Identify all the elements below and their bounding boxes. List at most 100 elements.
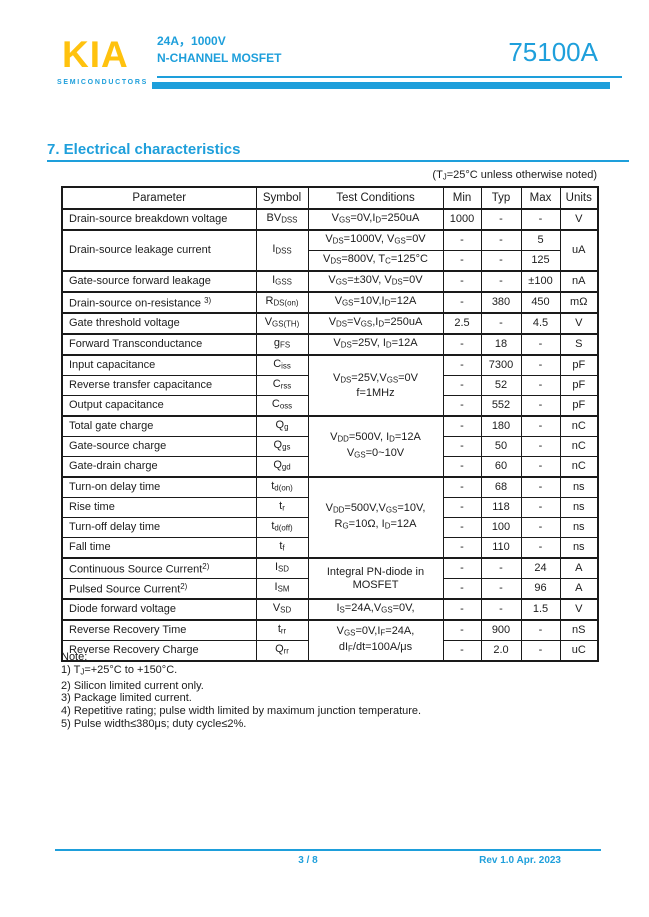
- table-cell: V: [559, 598, 599, 621]
- table-cell: Integral PN-diode in MOSFET: [307, 557, 444, 600]
- table-cell: nC: [559, 415, 599, 437]
- table-cell: -: [520, 354, 561, 376]
- table-cell: mΩ: [559, 291, 599, 314]
- table-cell: 96: [520, 578, 561, 600]
- table-cell: Fall time: [61, 537, 257, 559]
- table-cell: ISM: [255, 578, 309, 600]
- table-cell: 110: [480, 537, 522, 559]
- column-header: Symbol: [255, 186, 309, 210]
- column-header: Parameter: [61, 186, 257, 210]
- table-cell: Rise time: [61, 497, 257, 518]
- table-cell: A: [559, 557, 599, 579]
- table-cell: -: [442, 291, 482, 314]
- table-cell: -: [480, 557, 522, 579]
- revision-label: Rev 1.0 Apr. 2023: [479, 855, 561, 866]
- table-cell: -: [442, 270, 482, 293]
- table-cell: Ciss: [255, 354, 309, 376]
- table-cell: Reverse Recovery Time: [61, 619, 257, 641]
- notes: Note: 1) TJ=+25°C to +150°C. 2) Silicon l…: [61, 651, 421, 731]
- table-cell: Drain-source breakdown voltage: [61, 208, 257, 231]
- table-container: Parameter Symbol Test Conditions Min Typ Max U…: [61, 186, 599, 662]
- section-title-underline: [47, 160, 629, 162]
- table-cell: 52: [480, 375, 522, 396]
- table-cell: -: [480, 312, 522, 335]
- table-cell: -: [520, 208, 561, 231]
- table-cell: Qgd: [255, 456, 309, 478]
- table-cell: ±100: [520, 270, 561, 293]
- table-cell: -: [520, 415, 561, 437]
- table-cell: -: [520, 395, 561, 417]
- table-cell: Input capacitance: [61, 354, 257, 376]
- page-indicator: 3 / 8: [298, 855, 318, 866]
- table-cell: Pulsed Source Current2): [61, 578, 257, 600]
- table-cell: Gate threshold voltage: [61, 312, 257, 335]
- note-item: 1) TJ=+25°C to +150°C.: [61, 663, 178, 677]
- table-cell: Gate-source charge: [61, 436, 257, 457]
- table-row: Continuous Source Current2) ISD Integral P…: [61, 557, 599, 600]
- table-cell: VDD=500V,VGS=10V, RG=10Ω, ID=12A: [307, 476, 444, 559]
- table-cell: -: [520, 476, 561, 498]
- table-row: Drain-source on-resistance 3) RDS(on) VGS=…: [61, 291, 599, 314]
- table-cell: VDS=25V, ID=12A: [307, 333, 444, 356]
- table-cell: RDS(on): [255, 291, 309, 314]
- table-cell: VGS=10V,ID=12A: [307, 291, 444, 314]
- table-cell: -: [520, 640, 561, 662]
- table-cell: nS: [559, 619, 599, 641]
- table-cell: Gate-source forward leakage: [61, 270, 257, 293]
- table-row: Rise time tr -118- ns: [61, 497, 599, 518]
- table-cell: 118: [480, 497, 522, 518]
- table-row: Drain-source leakage current IDSS VDS=1000…: [61, 229, 599, 272]
- table-cell: VDD=500V, ID=12A VGS=0~10V: [307, 415, 444, 478]
- table-cell: -: [442, 598, 482, 621]
- table-cell: Output capacitance: [61, 395, 257, 417]
- table-cell: -: [442, 229, 482, 251]
- table-row: Gate threshold voltage VGS(TH) VDS=VGS,ID=…: [61, 312, 599, 335]
- table-cell: 18: [480, 333, 522, 356]
- table-row: Gate-source forward leakage IGSS VGS=±30V,…: [61, 270, 599, 293]
- table-cell: Reverse Recovery Charge: [61, 640, 257, 662]
- table-cell: Drain-source leakage current: [61, 229, 257, 272]
- table-cell: pF: [559, 395, 599, 417]
- table-cell: Coss: [255, 395, 309, 417]
- note-item: 3) Package limited current.: [61, 692, 192, 705]
- column-header: Min: [442, 186, 482, 210]
- table-cell: Reverse transfer capacitance: [61, 375, 257, 396]
- table-cell: ISD: [255, 557, 309, 579]
- table-cell: -: [442, 250, 482, 272]
- table-cell: 125: [520, 250, 561, 272]
- table-row: Fall time tf -110- ns: [61, 537, 599, 559]
- table-cell: 1.5: [520, 598, 561, 621]
- section-title: 7. Electrical characteristics: [47, 141, 241, 158]
- table-cell: IDSS: [255, 229, 309, 272]
- part-number: 75100A: [508, 37, 598, 67]
- note-item: 4) Repetitive rating; pulse width limite…: [61, 705, 422, 718]
- table-cell: Turn-on delay time: [61, 476, 257, 498]
- column-header: Max: [520, 186, 561, 210]
- table-cell: 552: [480, 395, 522, 417]
- table-row: Diode forward voltage VSD IS=24A,VGS=0V, - -…: [61, 598, 599, 621]
- table-cell: Turn-off delay time: [61, 517, 257, 538]
- table-cell: -: [480, 229, 522, 251]
- table-cell: ns: [559, 476, 599, 498]
- table-cell: nA: [559, 270, 599, 293]
- table-cell: VGS=0V,IF=24A, dIF/dt=100A/μs: [307, 619, 444, 662]
- table-cell: -: [480, 578, 522, 600]
- table-cell: -: [442, 497, 482, 518]
- table-cell: IS=24A,VGS=0V,: [307, 598, 444, 621]
- table-cell: pF: [559, 354, 599, 376]
- footer-rule: [55, 849, 601, 851]
- table-cell: VDS=800V, TC=125°C: [307, 250, 444, 272]
- table-row: Total gate charge Qg VDD=500V, ID=12A VGS=0…: [61, 415, 599, 478]
- table-cell: V: [559, 208, 599, 231]
- table-cell: VSD: [255, 598, 309, 621]
- table-cell: VDS=1000V, VGS=0V: [307, 229, 444, 251]
- table-cell: -: [442, 333, 482, 356]
- table-cell: 5: [520, 229, 561, 251]
- table-cell: -: [520, 436, 561, 457]
- table-cell: A: [559, 578, 599, 600]
- test-condition-note: (TJ=25°C unless otherwise noted): [432, 169, 597, 182]
- notes-list: 1) TJ=+25°C to +150°C. 2) Silicon limited…: [61, 664, 421, 731]
- table-cell: V: [559, 312, 599, 335]
- table-cell: Crss: [255, 375, 309, 396]
